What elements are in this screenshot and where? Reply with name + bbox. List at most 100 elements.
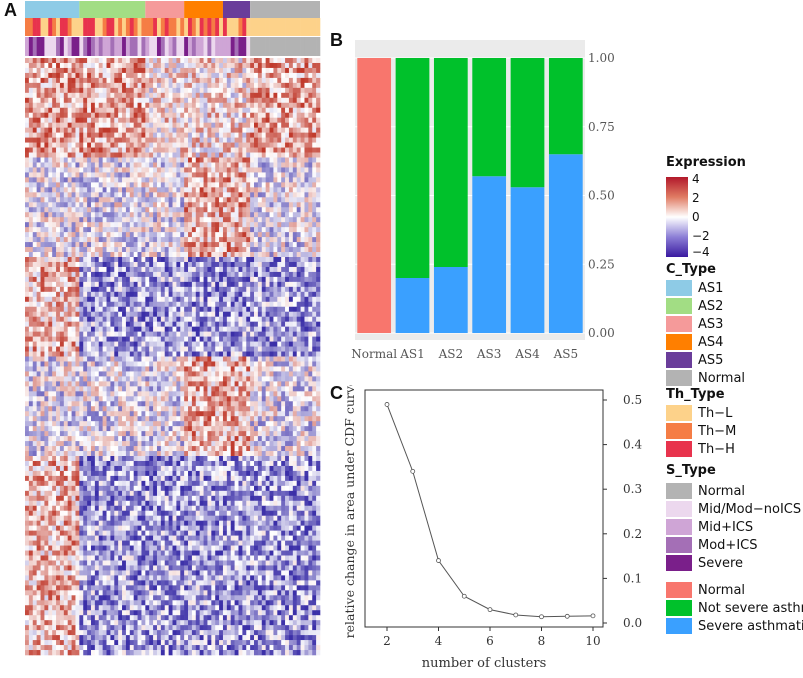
heatmap-cell xyxy=(145,291,150,298)
heatmap-cell xyxy=(312,97,317,104)
heatmap-cell xyxy=(133,117,138,123)
heatmap-cell xyxy=(110,202,115,208)
heatmap-cell xyxy=(137,82,142,89)
heatmap-cell xyxy=(125,361,131,367)
heatmap-cell xyxy=(172,286,177,293)
heatmap-cell xyxy=(141,92,146,99)
heatmap-cell xyxy=(316,212,321,218)
heatmap-cell xyxy=(207,87,212,94)
heatmap-cell xyxy=(195,187,200,193)
heatmap-cell xyxy=(153,331,158,337)
heatmap-cell xyxy=(222,222,228,228)
heatmap-cell xyxy=(277,77,282,84)
heatmap-cell xyxy=(59,336,65,342)
heatmap-cell xyxy=(172,311,177,317)
heatmap-cell xyxy=(106,177,111,183)
heatmap-cell xyxy=(160,266,166,273)
heatmap-cell xyxy=(180,207,185,213)
heatmap-cell xyxy=(110,311,115,317)
heatmap-cell xyxy=(226,296,232,303)
heatmap-cell xyxy=(90,58,96,64)
heatmap-cell xyxy=(129,152,134,158)
heatmap-cell xyxy=(254,72,259,79)
th-type-annotation-cell xyxy=(242,18,247,36)
heatmap-cell xyxy=(87,82,92,89)
heatmap-cell xyxy=(63,167,68,173)
heatmap-cell xyxy=(129,132,134,138)
heatmap-cell xyxy=(137,237,142,243)
heatmap-cell xyxy=(160,356,166,362)
heatmap-cell xyxy=(67,112,72,118)
heatmap-cell xyxy=(94,177,100,183)
heatmap-cell xyxy=(277,296,282,303)
heatmap-cell xyxy=(172,202,177,208)
heatmap-cell xyxy=(207,351,212,357)
heatmap-cell xyxy=(36,331,41,337)
heatmap-cell xyxy=(59,58,65,64)
heatmap-cell xyxy=(312,306,317,313)
heatmap-cell xyxy=(292,266,298,273)
heatmap-cell xyxy=(137,182,142,188)
heatmap-cell xyxy=(281,122,286,128)
heatmap-cell xyxy=(25,187,30,193)
heatmap-cell xyxy=(48,117,53,123)
heatmap-cell xyxy=(133,147,138,153)
heatmap-cell xyxy=(203,122,208,128)
heatmap-cell xyxy=(184,321,189,327)
heatmap-cell xyxy=(156,137,162,143)
heatmap-cell xyxy=(40,182,45,188)
heatmap-cell xyxy=(137,107,142,114)
heatmap-cell xyxy=(110,142,115,148)
heatmap-cell xyxy=(28,306,34,313)
heatmap-cell xyxy=(122,162,127,168)
heatmap-cell xyxy=(141,311,146,317)
heatmap-cell xyxy=(90,371,96,377)
heatmap-cell xyxy=(52,242,57,248)
heatmap-cell xyxy=(90,232,96,238)
heatmap-cell xyxy=(90,127,96,133)
heatmap-cell xyxy=(273,97,278,104)
heatmap-cell xyxy=(230,271,235,278)
heatmap-cell xyxy=(129,77,134,84)
heatmap-cell xyxy=(211,107,216,114)
heatmap-cell xyxy=(226,112,232,118)
heatmap-cell xyxy=(261,192,266,198)
heatmap-cell xyxy=(222,192,228,198)
heatmap-cell xyxy=(56,212,61,218)
heatmap-cell xyxy=(94,281,100,288)
heatmap-cell xyxy=(25,361,30,367)
heatmap-cell xyxy=(67,97,72,104)
s-type-annotation-cell xyxy=(83,37,88,56)
heatmap-cell xyxy=(32,132,37,138)
heatmap-cell xyxy=(269,336,274,342)
heatmap-cell xyxy=(292,187,298,193)
heatmap-cell xyxy=(188,306,193,313)
heatmap-cell xyxy=(137,346,142,352)
heatmap-cell xyxy=(67,122,72,128)
heatmap-cell xyxy=(122,311,127,317)
heatmap-cell xyxy=(67,346,72,352)
heatmap-cell xyxy=(222,351,228,357)
heatmap-cell xyxy=(191,157,197,163)
heatmap-cell xyxy=(261,336,266,342)
heatmap-cell xyxy=(296,82,301,89)
s-type-annotation-cell xyxy=(261,37,266,56)
heatmap-cell xyxy=(98,331,103,337)
heatmap-cell xyxy=(308,137,313,143)
heatmap-cell xyxy=(106,247,111,253)
heatmap-cell xyxy=(156,227,162,233)
heatmap-cell xyxy=(25,311,30,317)
heatmap-cell xyxy=(230,107,235,114)
heatmap-cell xyxy=(153,361,158,367)
heatmap-cell xyxy=(36,207,41,213)
heatmap-cell xyxy=(300,281,305,288)
heatmap-cell xyxy=(145,311,150,317)
heatmap-cell xyxy=(195,351,200,357)
heatmap-cell xyxy=(191,212,197,218)
heatmap-cell xyxy=(79,242,84,248)
heatmap-cell xyxy=(52,361,57,367)
heatmap-cell xyxy=(211,102,216,109)
heatmap-cell xyxy=(238,192,243,198)
th-type-annotation-cell xyxy=(118,18,123,36)
heatmap-cell xyxy=(172,331,177,337)
